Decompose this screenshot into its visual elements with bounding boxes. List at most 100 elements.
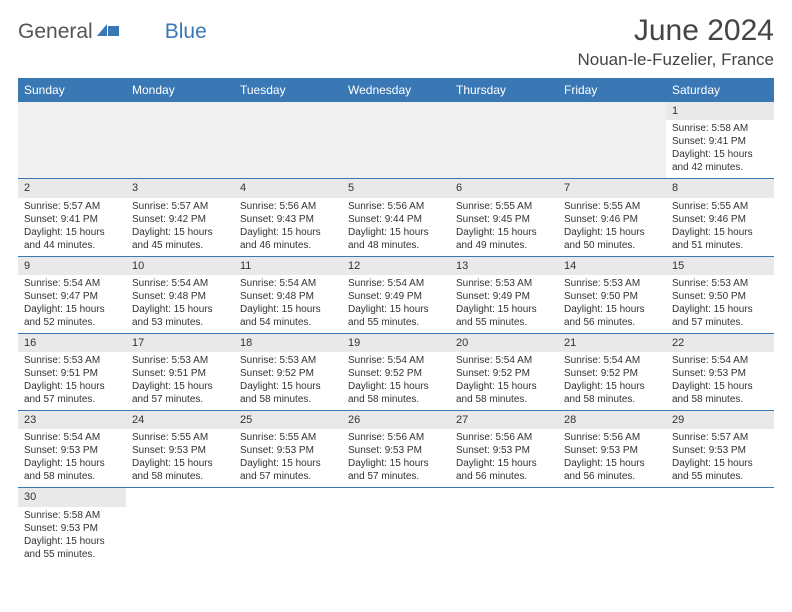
calendar-day-cell: 8Sunrise: 5:55 AMSunset: 9:46 PMDaylight… bbox=[666, 179, 774, 256]
sunset-text: Sunset: 9:50 PM bbox=[564, 290, 660, 303]
sunrise-text: Sunrise: 5:53 AM bbox=[456, 277, 552, 290]
sunset-text: Sunset: 9:51 PM bbox=[132, 367, 228, 380]
calendar-day-cell: 3Sunrise: 5:57 AMSunset: 9:42 PMDaylight… bbox=[126, 179, 234, 256]
daylight-text: Daylight: 15 hours and 56 minutes. bbox=[564, 303, 660, 329]
calendar-day-cell: 7Sunrise: 5:55 AMSunset: 9:46 PMDaylight… bbox=[558, 179, 666, 256]
sunrise-text: Sunrise: 5:53 AM bbox=[24, 354, 120, 367]
calendar-day-cell: 23Sunrise: 5:54 AMSunset: 9:53 PMDayligh… bbox=[18, 411, 126, 488]
day-number: 10 bbox=[126, 257, 234, 275]
page-header: General Blue June 2024 Nouan-le-Fuzelier… bbox=[18, 14, 774, 70]
sunrise-text: Sunrise: 5:54 AM bbox=[132, 277, 228, 290]
calendar-day-cell: 2Sunrise: 5:57 AMSunset: 9:41 PMDaylight… bbox=[18, 179, 126, 256]
sunset-text: Sunset: 9:53 PM bbox=[456, 444, 552, 457]
sunrise-text: Sunrise: 5:54 AM bbox=[564, 354, 660, 367]
logo-flag-icon bbox=[97, 22, 119, 43]
day-number: 12 bbox=[342, 257, 450, 275]
sunrise-text: Sunrise: 5:57 AM bbox=[132, 200, 228, 213]
calendar-week-row: 9Sunrise: 5:54 AMSunset: 9:47 PMDaylight… bbox=[18, 256, 774, 333]
calendar-empty-cell bbox=[342, 488, 450, 565]
daylight-text: Daylight: 15 hours and 53 minutes. bbox=[132, 303, 228, 329]
day-number: 6 bbox=[450, 179, 558, 197]
sunset-text: Sunset: 9:41 PM bbox=[672, 135, 768, 148]
calendar-day-cell: 20Sunrise: 5:54 AMSunset: 9:52 PMDayligh… bbox=[450, 333, 558, 410]
day-number: 22 bbox=[666, 334, 774, 352]
calendar-day-cell: 13Sunrise: 5:53 AMSunset: 9:49 PMDayligh… bbox=[450, 256, 558, 333]
sunrise-text: Sunrise: 5:53 AM bbox=[132, 354, 228, 367]
day-number: 21 bbox=[558, 334, 666, 352]
calendar-empty-cell bbox=[126, 102, 234, 179]
calendar-day-cell: 30Sunrise: 5:58 AMSunset: 9:53 PMDayligh… bbox=[18, 488, 126, 565]
calendar-day-cell: 9Sunrise: 5:54 AMSunset: 9:47 PMDaylight… bbox=[18, 256, 126, 333]
sunrise-text: Sunrise: 5:54 AM bbox=[348, 277, 444, 290]
daylight-text: Daylight: 15 hours and 58 minutes. bbox=[564, 380, 660, 406]
daylight-text: Daylight: 15 hours and 51 minutes. bbox=[672, 226, 768, 252]
calendar-day-cell: 28Sunrise: 5:56 AMSunset: 9:53 PMDayligh… bbox=[558, 411, 666, 488]
sunrise-text: Sunrise: 5:53 AM bbox=[564, 277, 660, 290]
sunrise-text: Sunrise: 5:56 AM bbox=[348, 431, 444, 444]
calendar-empty-cell bbox=[126, 488, 234, 565]
sunset-text: Sunset: 9:42 PM bbox=[132, 213, 228, 226]
day-number: 23 bbox=[18, 411, 126, 429]
sunrise-text: Sunrise: 5:56 AM bbox=[456, 431, 552, 444]
daylight-text: Daylight: 15 hours and 52 minutes. bbox=[24, 303, 120, 329]
calendar-day-cell: 26Sunrise: 5:56 AMSunset: 9:53 PMDayligh… bbox=[342, 411, 450, 488]
daylight-text: Daylight: 15 hours and 56 minutes. bbox=[564, 457, 660, 483]
sunrise-text: Sunrise: 5:55 AM bbox=[132, 431, 228, 444]
calendar-week-row: 1Sunrise: 5:58 AMSunset: 9:41 PMDaylight… bbox=[18, 102, 774, 179]
calendar-table: Sunday Monday Tuesday Wednesday Thursday… bbox=[18, 78, 774, 565]
calendar-empty-cell bbox=[450, 488, 558, 565]
sunset-text: Sunset: 9:53 PM bbox=[24, 444, 120, 457]
day-number: 9 bbox=[18, 257, 126, 275]
day-number: 3 bbox=[126, 179, 234, 197]
weekday-header: Saturday bbox=[666, 78, 774, 102]
day-number: 5 bbox=[342, 179, 450, 197]
sunset-text: Sunset: 9:53 PM bbox=[348, 444, 444, 457]
calendar-empty-cell bbox=[342, 102, 450, 179]
daylight-text: Daylight: 15 hours and 55 minutes. bbox=[672, 457, 768, 483]
sunset-text: Sunset: 9:52 PM bbox=[348, 367, 444, 380]
calendar-day-cell: 4Sunrise: 5:56 AMSunset: 9:43 PMDaylight… bbox=[234, 179, 342, 256]
day-number: 30 bbox=[18, 488, 126, 506]
title-block: June 2024 Nouan-le-Fuzelier, France bbox=[577, 14, 774, 70]
daylight-text: Daylight: 15 hours and 57 minutes. bbox=[24, 380, 120, 406]
day-number: 1 bbox=[666, 102, 774, 120]
daylight-text: Daylight: 15 hours and 55 minutes. bbox=[24, 535, 120, 561]
daylight-text: Daylight: 15 hours and 57 minutes. bbox=[672, 303, 768, 329]
sunrise-text: Sunrise: 5:58 AM bbox=[24, 509, 120, 522]
day-number: 11 bbox=[234, 257, 342, 275]
sunrise-text: Sunrise: 5:55 AM bbox=[564, 200, 660, 213]
daylight-text: Daylight: 15 hours and 46 minutes. bbox=[240, 226, 336, 252]
sunrise-text: Sunrise: 5:54 AM bbox=[24, 277, 120, 290]
weekday-header: Sunday bbox=[18, 78, 126, 102]
calendar-day-cell: 5Sunrise: 5:56 AMSunset: 9:44 PMDaylight… bbox=[342, 179, 450, 256]
calendar-day-cell: 22Sunrise: 5:54 AMSunset: 9:53 PMDayligh… bbox=[666, 333, 774, 410]
weekday-header: Friday bbox=[558, 78, 666, 102]
calendar-day-cell: 17Sunrise: 5:53 AMSunset: 9:51 PMDayligh… bbox=[126, 333, 234, 410]
sunset-text: Sunset: 9:53 PM bbox=[672, 367, 768, 380]
calendar-empty-cell bbox=[450, 102, 558, 179]
month-title: June 2024 bbox=[577, 14, 774, 48]
sunset-text: Sunset: 9:48 PM bbox=[132, 290, 228, 303]
day-number: 13 bbox=[450, 257, 558, 275]
location-label: Nouan-le-Fuzelier, France bbox=[577, 50, 774, 70]
calendar-day-cell: 27Sunrise: 5:56 AMSunset: 9:53 PMDayligh… bbox=[450, 411, 558, 488]
logo-text-general: General bbox=[18, 20, 93, 44]
calendar-empty-cell bbox=[558, 102, 666, 179]
calendar-day-cell: 18Sunrise: 5:53 AMSunset: 9:52 PMDayligh… bbox=[234, 333, 342, 410]
sunset-text: Sunset: 9:51 PM bbox=[24, 367, 120, 380]
sunrise-text: Sunrise: 5:56 AM bbox=[240, 200, 336, 213]
day-number: 14 bbox=[558, 257, 666, 275]
sunset-text: Sunset: 9:53 PM bbox=[132, 444, 228, 457]
sunrise-text: Sunrise: 5:57 AM bbox=[24, 200, 120, 213]
calendar-empty-cell bbox=[234, 102, 342, 179]
day-number: 26 bbox=[342, 411, 450, 429]
calendar-empty-cell bbox=[234, 488, 342, 565]
day-number: 16 bbox=[18, 334, 126, 352]
daylight-text: Daylight: 15 hours and 58 minutes. bbox=[348, 380, 444, 406]
calendar-day-cell: 24Sunrise: 5:55 AMSunset: 9:53 PMDayligh… bbox=[126, 411, 234, 488]
daylight-text: Daylight: 15 hours and 55 minutes. bbox=[456, 303, 552, 329]
sunrise-text: Sunrise: 5:54 AM bbox=[24, 431, 120, 444]
sunset-text: Sunset: 9:53 PM bbox=[672, 444, 768, 457]
daylight-text: Daylight: 15 hours and 58 minutes. bbox=[132, 457, 228, 483]
weekday-header: Thursday bbox=[450, 78, 558, 102]
